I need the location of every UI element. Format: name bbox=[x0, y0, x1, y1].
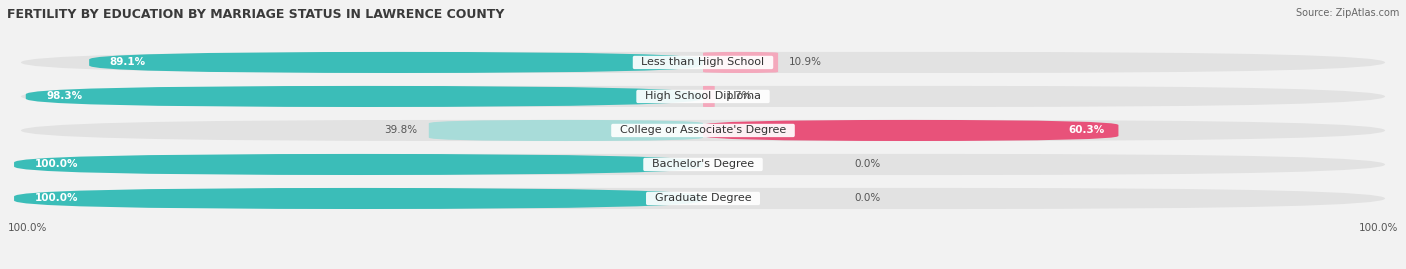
Text: 0.0%: 0.0% bbox=[855, 193, 880, 203]
FancyBboxPatch shape bbox=[21, 154, 1385, 175]
FancyBboxPatch shape bbox=[21, 120, 1385, 141]
Text: Less than High School: Less than High School bbox=[634, 58, 772, 68]
Text: Bachelor's Degree: Bachelor's Degree bbox=[645, 160, 761, 169]
Text: Source: ZipAtlas.com: Source: ZipAtlas.com bbox=[1295, 8, 1399, 18]
Text: 10.9%: 10.9% bbox=[789, 58, 823, 68]
Text: 1.7%: 1.7% bbox=[725, 91, 752, 101]
Text: College or Associate's Degree: College or Associate's Degree bbox=[613, 125, 793, 136]
FancyBboxPatch shape bbox=[21, 52, 1385, 73]
FancyBboxPatch shape bbox=[703, 120, 1118, 141]
Text: 60.3%: 60.3% bbox=[1069, 125, 1105, 136]
Text: 100.0%: 100.0% bbox=[35, 193, 79, 203]
FancyBboxPatch shape bbox=[703, 52, 778, 73]
Text: FERTILITY BY EDUCATION BY MARRIAGE STATUS IN LAWRENCE COUNTY: FERTILITY BY EDUCATION BY MARRIAGE STATU… bbox=[7, 8, 505, 21]
FancyBboxPatch shape bbox=[25, 86, 703, 107]
Text: 89.1%: 89.1% bbox=[110, 58, 146, 68]
Text: 98.3%: 98.3% bbox=[46, 91, 83, 101]
FancyBboxPatch shape bbox=[21, 188, 1385, 209]
Text: 39.8%: 39.8% bbox=[385, 125, 418, 136]
Text: 0.0%: 0.0% bbox=[855, 160, 880, 169]
FancyBboxPatch shape bbox=[14, 154, 703, 175]
Text: High School Diploma: High School Diploma bbox=[638, 91, 768, 101]
Text: 100.0%: 100.0% bbox=[35, 160, 79, 169]
FancyBboxPatch shape bbox=[21, 86, 1385, 107]
FancyBboxPatch shape bbox=[703, 86, 714, 107]
FancyBboxPatch shape bbox=[429, 120, 703, 141]
FancyBboxPatch shape bbox=[89, 52, 703, 73]
Text: Graduate Degree: Graduate Degree bbox=[648, 193, 758, 203]
FancyBboxPatch shape bbox=[14, 188, 703, 209]
